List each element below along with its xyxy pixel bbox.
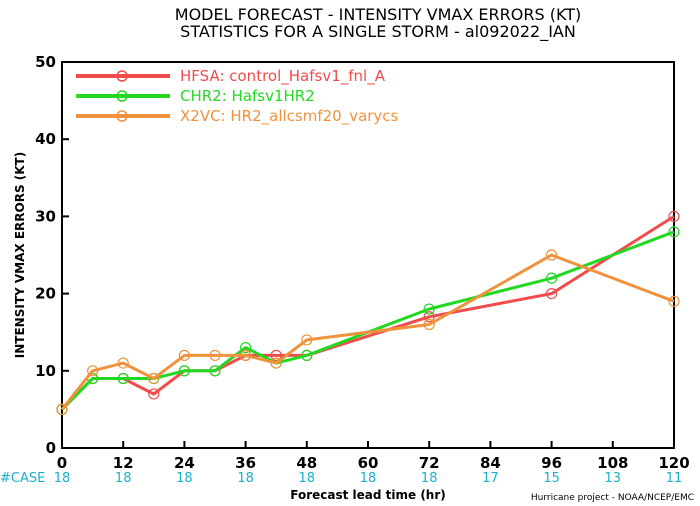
case-count: 18 (299, 471, 316, 486)
case-count: 18 (237, 471, 254, 486)
chart-subtitle: STATISTICS FOR A SINGLE STORM - al092022… (180, 22, 576, 42)
data-point (86, 365, 99, 377)
data-point (240, 349, 252, 361)
chart-title: MODEL FORECAST - INTENSITY VMAX ERRORS (… (175, 5, 581, 24)
data-point (117, 372, 129, 385)
data-point (56, 403, 68, 415)
data-point (301, 349, 313, 361)
data-point (668, 210, 680, 222)
data-point (668, 295, 680, 307)
data-point (117, 357, 129, 369)
data-point (209, 365, 221, 377)
x-tick-label: 24 (174, 454, 195, 472)
legend-label: HFSA: control_Hafsv1_fnl_A (180, 67, 386, 86)
x-tick-label: 60 (358, 454, 379, 472)
series-line (60, 230, 675, 411)
series-line (60, 215, 675, 411)
x-tick-label: 12 (113, 454, 134, 472)
data-point (423, 318, 435, 331)
y-tick-label: 40 (35, 130, 56, 148)
x-tick-label: 84 (480, 454, 501, 472)
data-point (178, 365, 190, 377)
x-axis-label: Forecast lead time (hr) (290, 488, 446, 502)
data-point (545, 272, 558, 284)
y-axis-label: INTENSITY VMAX ERRORS (KT) (13, 152, 27, 358)
data-point (545, 288, 558, 300)
case-count: 18 (176, 471, 193, 486)
x-tick-label: 36 (235, 454, 256, 472)
legend-label: X2VC: HR2_allcsmf20_varycs (180, 107, 399, 126)
y-tick-label: 0 (46, 439, 56, 457)
data-point (240, 342, 252, 354)
y-tick-label: 50 (35, 53, 56, 71)
series-line (60, 253, 675, 411)
data-point (423, 311, 435, 323)
case-count: 13 (605, 471, 622, 486)
y-tick-label: 20 (35, 285, 56, 303)
data-point (178, 349, 190, 361)
x-tick-label: 0 (57, 454, 67, 472)
legend-marker (116, 70, 128, 82)
x-tick-label: 120 (658, 454, 689, 472)
data-point (545, 249, 558, 261)
data-point (270, 349, 282, 361)
case-count: 18 (54, 471, 71, 486)
credit-text: Hurricane project - NOAA/NCEP/EMC (531, 493, 694, 503)
case-count: 18 (421, 471, 438, 486)
x-tick-label: 48 (296, 454, 317, 472)
y-tick-label: 30 (35, 207, 56, 225)
x-tick-label: 72 (419, 454, 440, 472)
case-label: #CASE (0, 471, 45, 486)
x-tick-label: 108 (597, 454, 628, 472)
data-point (668, 226, 680, 238)
data-point (301, 334, 313, 346)
legend-marker (116, 90, 128, 102)
case-count: 17 (482, 471, 499, 486)
case-count: 18 (360, 471, 377, 486)
legend-label: CHR2: Hafsv1HR2 (180, 87, 315, 105)
data-point (423, 303, 435, 315)
data-point (148, 372, 160, 385)
case-count: 15 (543, 471, 560, 486)
data-point (270, 357, 282, 369)
case-count: 11 (666, 471, 683, 486)
x-tick-label: 96 (541, 454, 562, 472)
case-count: 18 (115, 471, 132, 486)
y-tick-label: 10 (35, 362, 56, 380)
data-point (148, 388, 160, 400)
legend-marker (116, 110, 128, 122)
plot-area: 0102030405001812182418361848186018721884… (35, 53, 690, 486)
data-point (209, 349, 221, 361)
